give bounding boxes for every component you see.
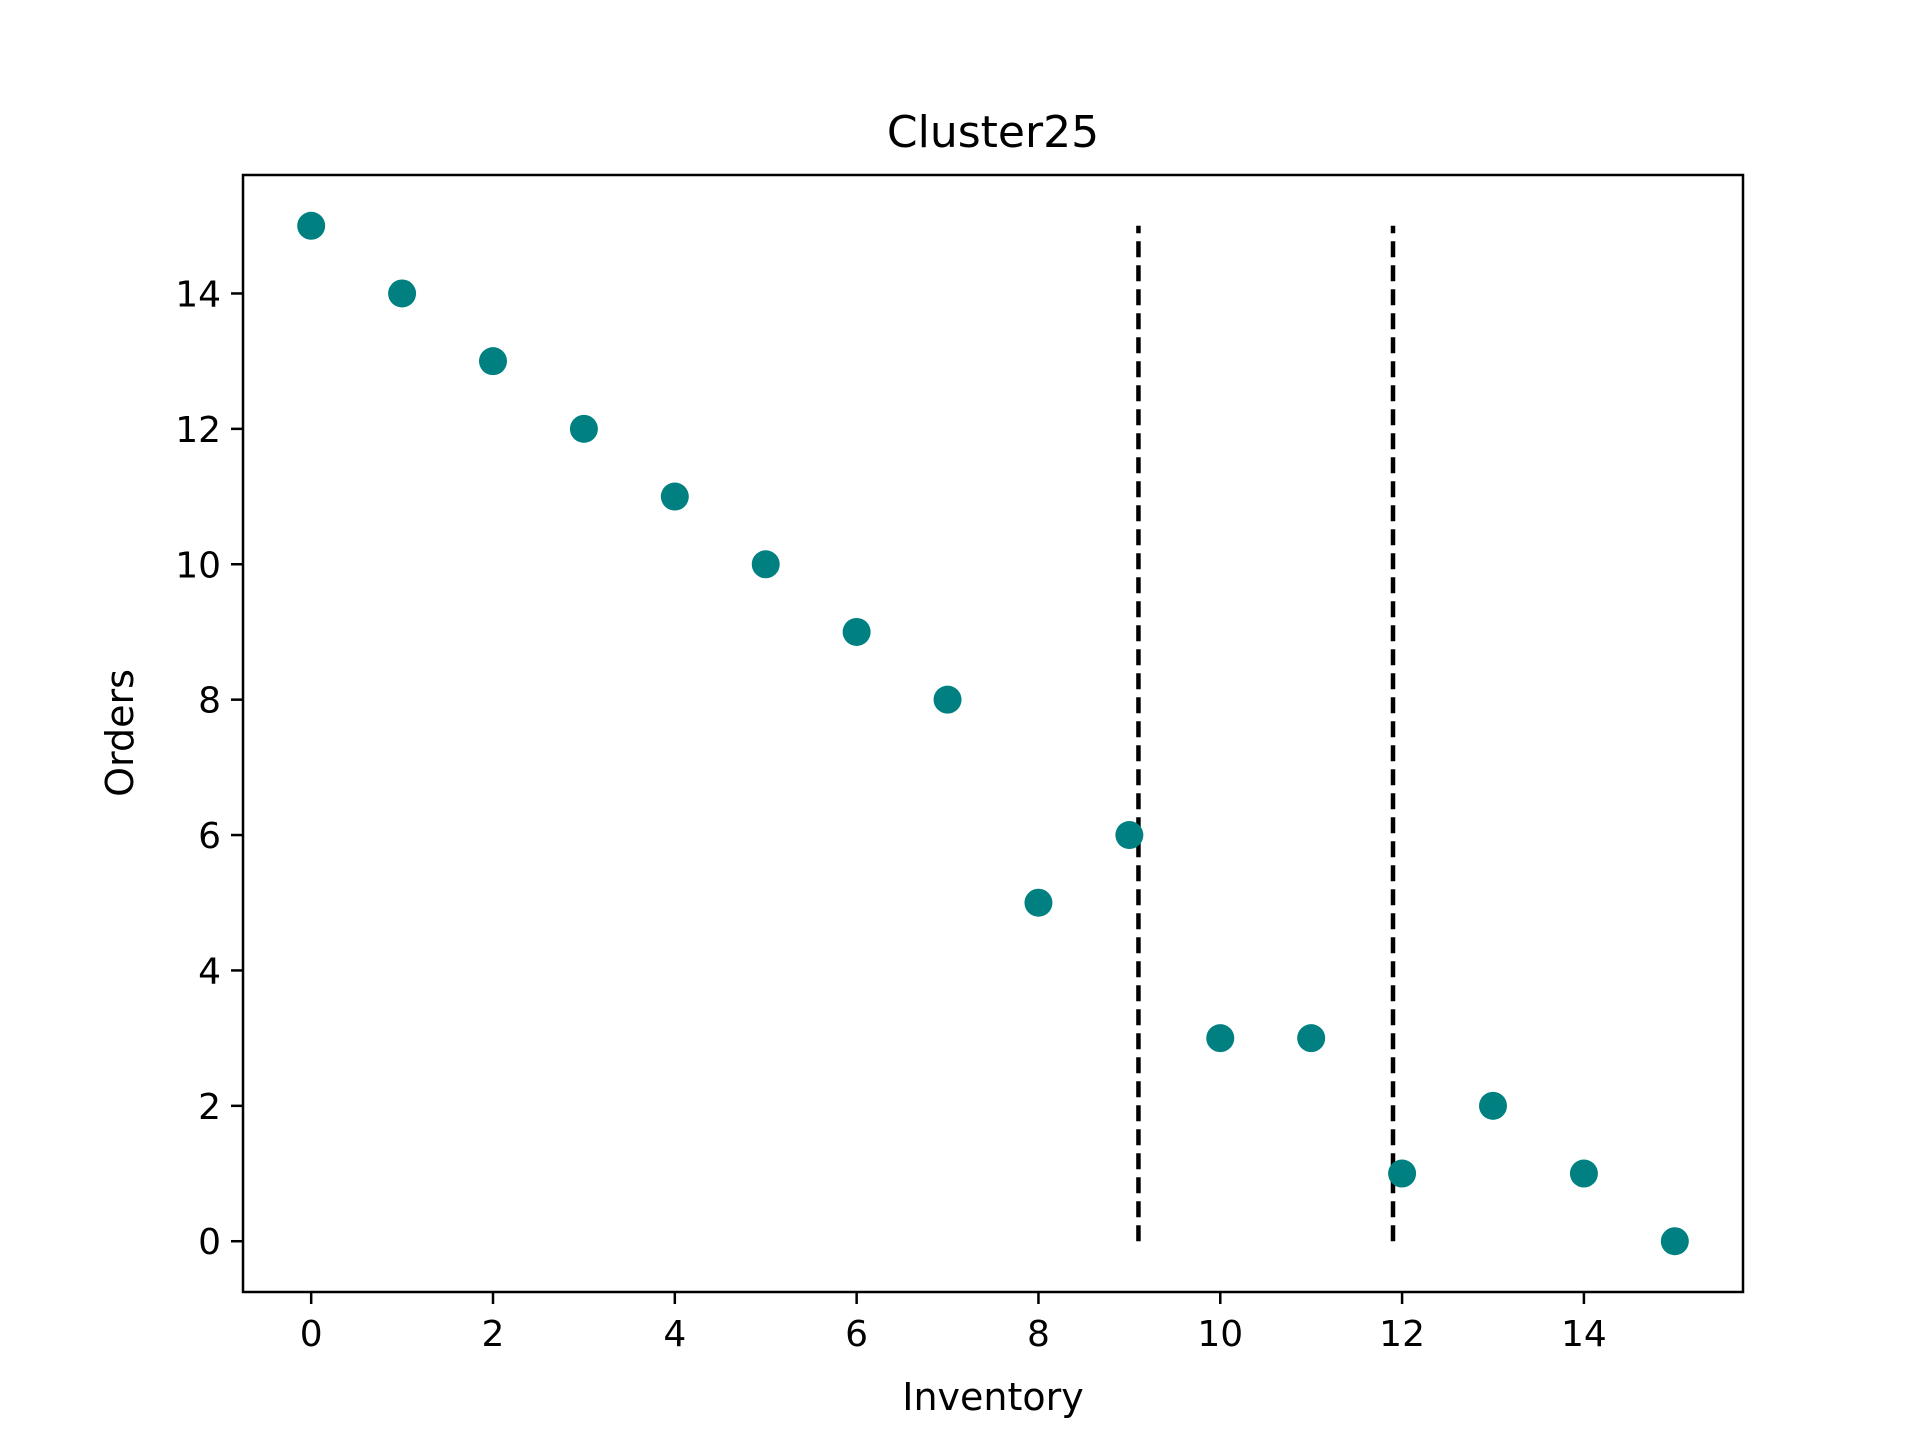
x-tick-label: 14 xyxy=(1561,1314,1607,1355)
data-point xyxy=(1479,1091,1507,1120)
data-point xyxy=(1206,1024,1235,1053)
data-point xyxy=(1569,1159,1598,1188)
plot-area xyxy=(297,211,1689,1256)
chart-title: Cluster25 xyxy=(887,107,1099,158)
y-tick-label: 0 xyxy=(198,1222,221,1263)
x-tick-label: 4 xyxy=(663,1314,686,1355)
data-point xyxy=(933,685,962,714)
x-axis: 0 2 4 6 8 10 12 14 xyxy=(300,1292,1607,1355)
y-tick-label: 10 xyxy=(175,545,221,586)
x-axis-label: Inventory xyxy=(902,1375,1084,1419)
data-point xyxy=(1115,821,1144,850)
x-tick-label: 0 xyxy=(300,1314,323,1355)
data-point xyxy=(479,347,507,376)
data-point xyxy=(297,211,326,240)
data-point xyxy=(842,617,871,646)
data-point xyxy=(1660,1227,1689,1256)
x-tick-label: 12 xyxy=(1379,1314,1425,1355)
y-axis: 0 2 4 6 8 10 12 14 xyxy=(175,274,243,1263)
y-tick-label: 6 xyxy=(198,816,221,857)
y-axis-label: Orders xyxy=(98,669,142,797)
y-tick-label: 14 xyxy=(175,274,221,315)
x-tick-label: 2 xyxy=(482,1314,505,1355)
data-point xyxy=(388,279,417,308)
y-tick-label: 8 xyxy=(198,681,221,722)
x-tick-label: 8 xyxy=(1027,1314,1050,1355)
data-point xyxy=(1297,1024,1326,1053)
data-point xyxy=(1388,1159,1417,1188)
y-tick-label: 4 xyxy=(198,951,221,992)
plot-frame xyxy=(241,173,1745,1294)
x-tick-label: 6 xyxy=(845,1314,868,1355)
y-tick-label: 12 xyxy=(175,410,221,451)
data-point xyxy=(1024,888,1053,917)
data-point xyxy=(660,482,689,511)
data-point xyxy=(569,414,598,443)
data-point xyxy=(751,550,780,579)
x-tick-label: 10 xyxy=(1197,1314,1243,1355)
y-tick-label: 2 xyxy=(198,1087,221,1128)
